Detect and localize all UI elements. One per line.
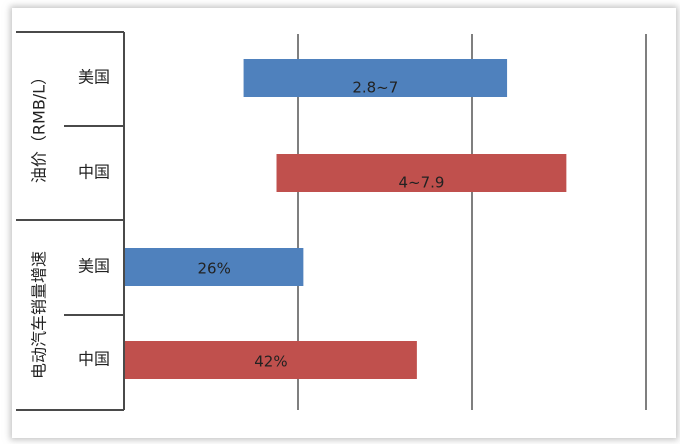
group-label-oil-price: 油价（RMB/L） (30, 69, 49, 183)
bar (243, 59, 508, 97)
chart-frame: 油价（RMB/L） 电动汽车销量增速 美国 中国 美国 中国 2.8~7 4~7.9 26… (12, 8, 676, 438)
group-label-ev-sales-growth: 电动汽车销量增速 (30, 251, 49, 379)
bar-data-label: 4~7.9 (398, 174, 444, 192)
table-lines (16, 31, 125, 411)
bars (125, 59, 567, 379)
category-label: 美国 (78, 257, 110, 276)
bar-data-label: 42% (254, 353, 287, 371)
bar (276, 154, 567, 192)
bar-data-label: 26% (198, 260, 231, 278)
bar (125, 341, 417, 379)
data-labels: 2.8~7 4~7.9 26% 42% (198, 79, 445, 371)
bar-data-label: 2.8~7 (352, 79, 398, 97)
category-label: 中国 (78, 163, 110, 182)
category-label: 美国 (78, 68, 110, 87)
bar (125, 248, 304, 286)
category-label: 中国 (78, 350, 110, 369)
